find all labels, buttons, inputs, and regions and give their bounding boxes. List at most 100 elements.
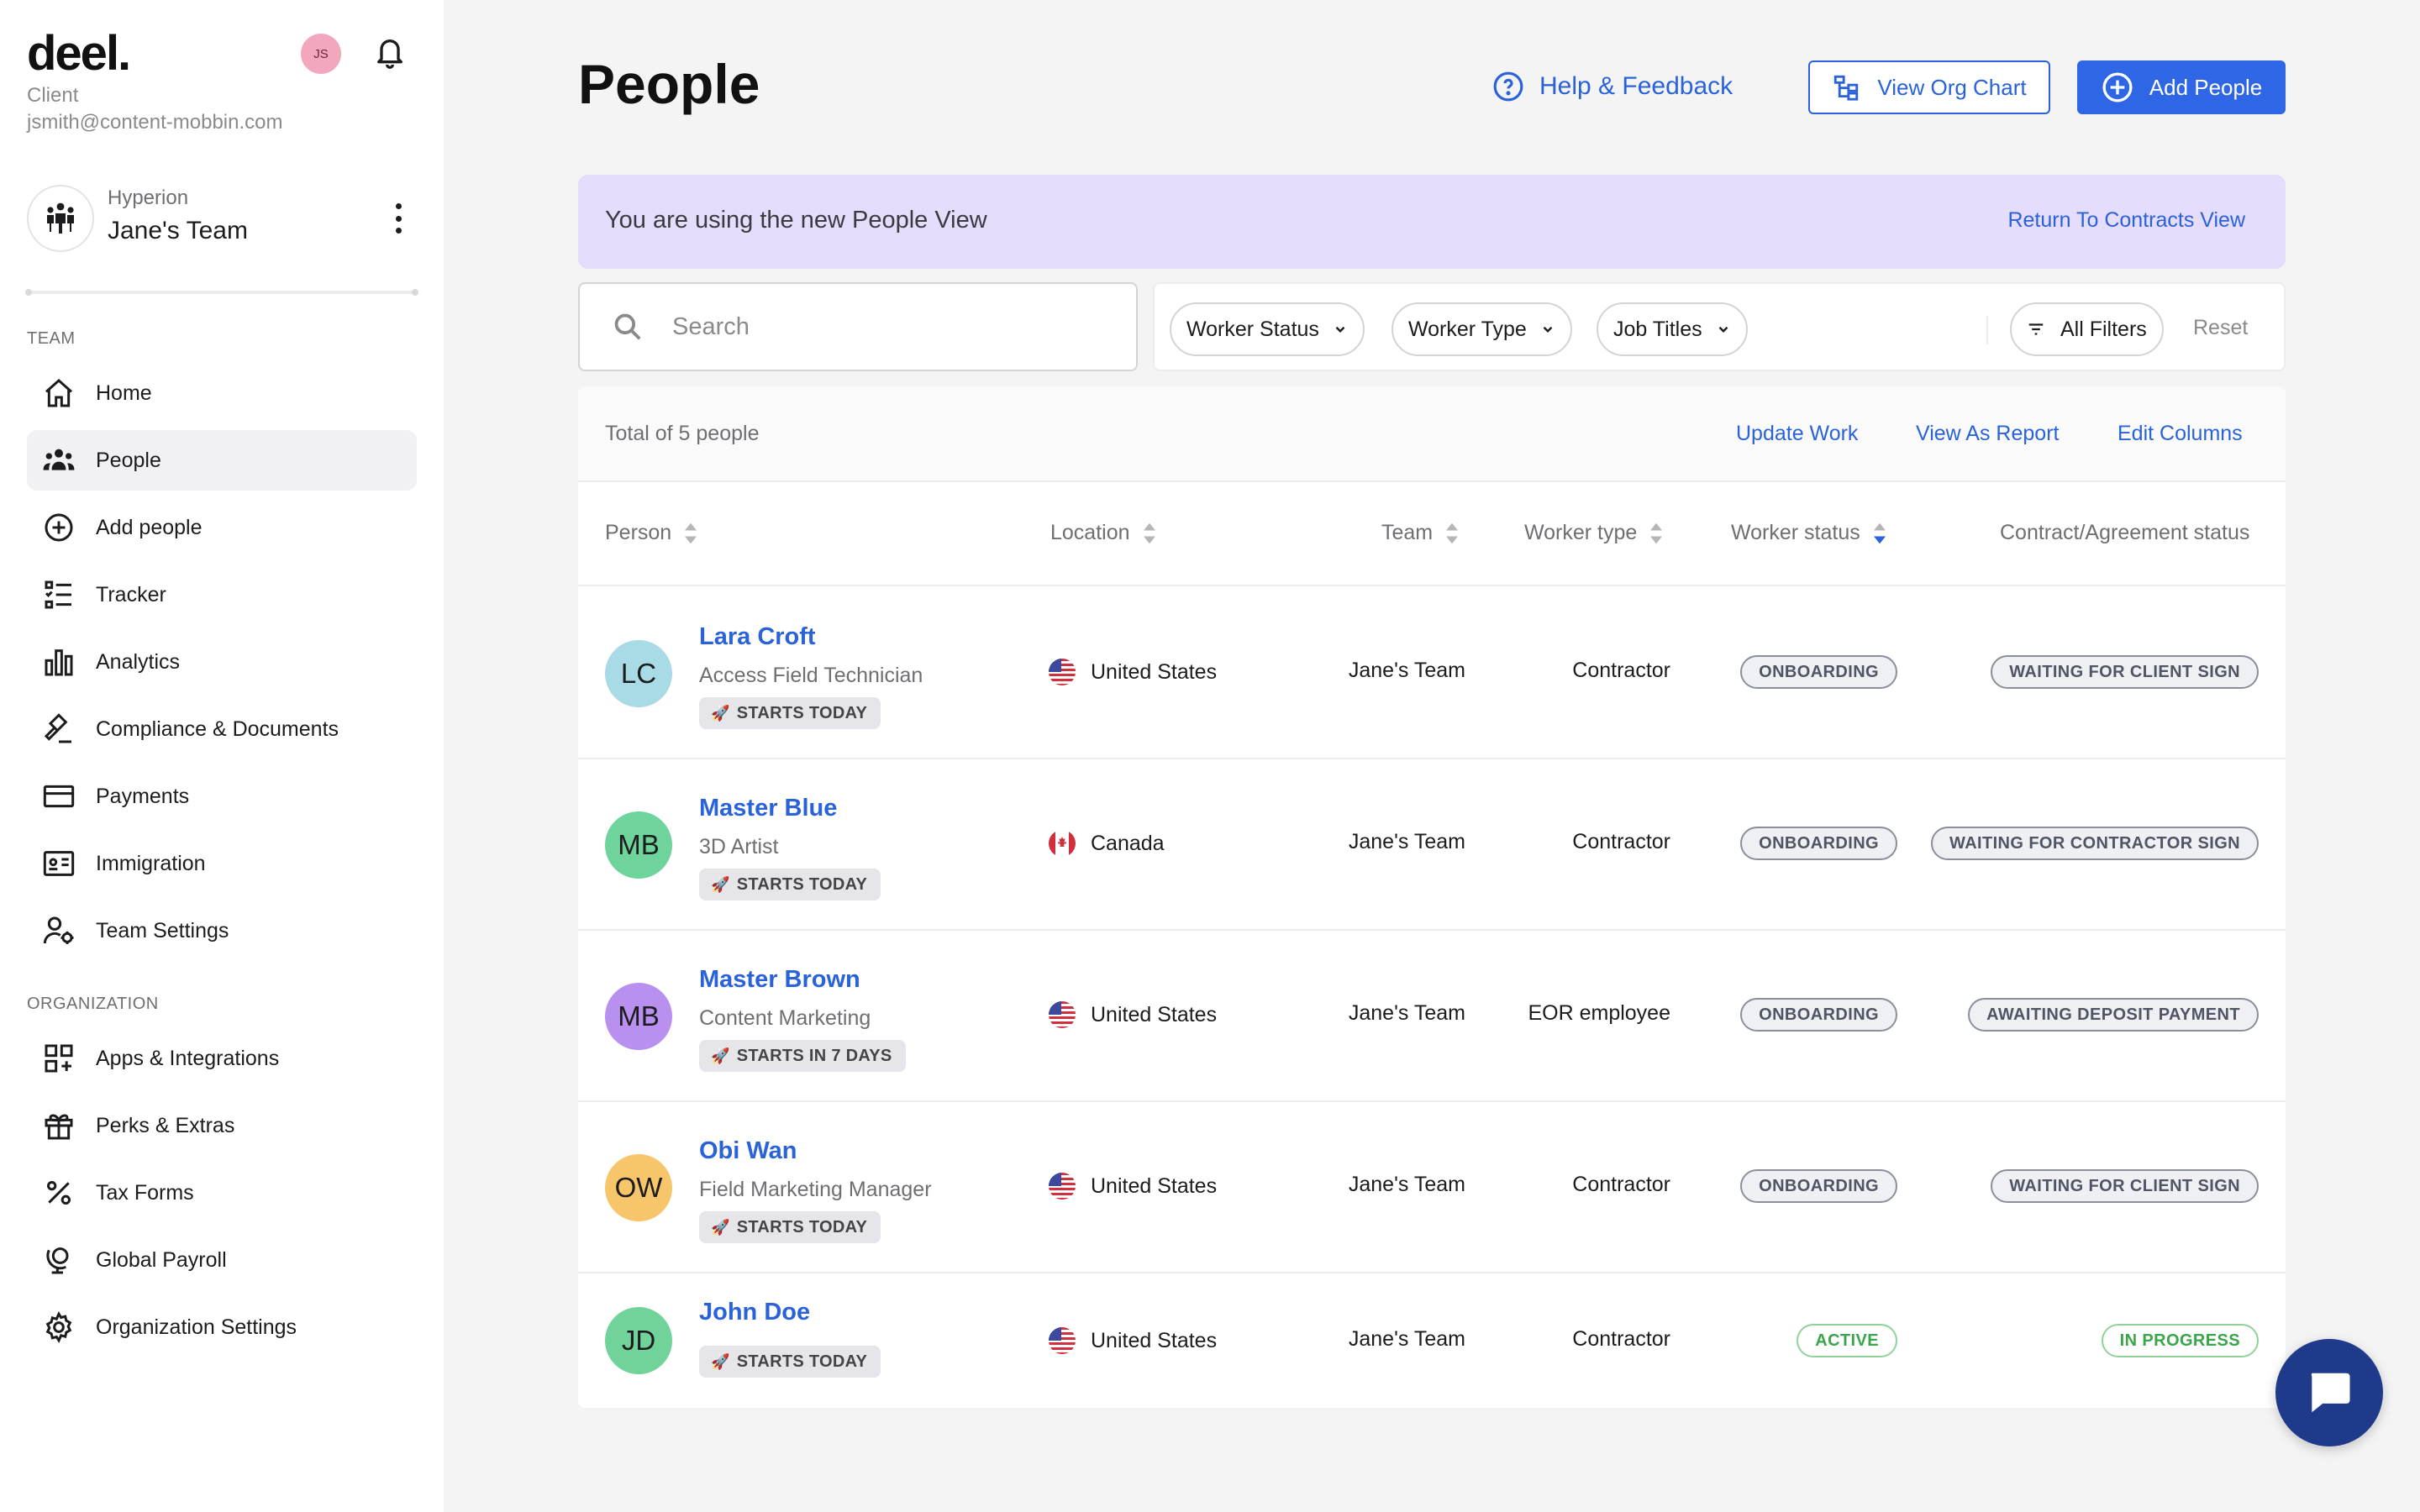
people-table: Total of 5 people Update Work View As Re… (578, 386, 2286, 1408)
kebab-menu-icon[interactable] (390, 203, 407, 234)
table-row[interactable]: OW Obi Wan Field Marketing Manager 🚀 STAR… (578, 1102, 2286, 1273)
rocket-icon: 🚀 (711, 1218, 730, 1236)
plus-circle-icon (2102, 72, 2133, 102)
add-people-label: Add People (2149, 74, 2263, 100)
bell-icon[interactable] (373, 34, 407, 71)
column-header-contract-status[interactable]: Contract/Agreement status (2000, 521, 2249, 545)
canada-flag-icon (1049, 830, 1076, 857)
view-as-report-link[interactable]: View As Report (1916, 422, 2060, 445)
contract-status-badge: WAITING FOR CONTRACTOR SIGN (1931, 827, 2259, 860)
org-switcher[interactable]: Hyperion Jane's Team (27, 185, 417, 252)
gift-icon (45, 1114, 73, 1140)
org-logo-icon (27, 185, 94, 252)
percent-icon (47, 1181, 71, 1205)
sidebar-item-compliance[interactable]: Compliance & Documents (27, 699, 417, 759)
page-title: People (578, 53, 760, 115)
sidebar-item-payments[interactable]: Payments (27, 766, 417, 827)
sidebar-item-label: Analytics (96, 649, 181, 674)
help-feedback-label: Help & Feedback (1539, 72, 1733, 100)
column-header-location[interactable]: Location (1050, 521, 1157, 545)
apps-grid-icon (45, 1044, 73, 1073)
worker-type-cell: Contractor (1572, 659, 1670, 682)
location-cell: United States (1049, 1001, 1217, 1028)
worker-type-cell: Contractor (1572, 1173, 1670, 1196)
table-row[interactable]: MB Master Brown Content Marketing 🚀 START… (578, 931, 2286, 1102)
rocket-icon: 🚀 (711, 1352, 730, 1370)
deel-logo[interactable]: deel. (27, 26, 131, 81)
person-job-title: Access Field Technician (699, 664, 923, 687)
user-avatar[interactable]: JS (301, 34, 341, 74)
chat-support-button[interactable] (2275, 1339, 2383, 1446)
person-name-link[interactable]: John Doe (699, 1299, 811, 1326)
worker-status-badge: ONBOARDING (1740, 827, 1897, 860)
column-header-team[interactable]: Team (1381, 521, 1460, 545)
all-filters-label: All Filters (2060, 317, 2147, 341)
job-titles-filter[interactable]: Job Titles (1597, 302, 1748, 356)
sidebar-item-label: Compliance & Documents (96, 717, 339, 741)
sidebar-item-apps[interactable]: Apps & Integrations (27, 1028, 417, 1089)
add-people-button[interactable]: Add People (2077, 60, 2286, 114)
column-header-label: Contract/Agreement status (2000, 521, 2250, 544)
location-label: United States (1091, 1173, 1218, 1198)
worker-status-badge: ONBOARDING (1740, 1169, 1897, 1203)
column-header-worker-type[interactable]: Worker type (1524, 521, 1664, 545)
sidebar-item-tax-forms[interactable]: Tax Forms (27, 1163, 417, 1223)
person-avatar: LC (605, 640, 672, 707)
sidebar-item-tracker[interactable]: Tracker (27, 564, 417, 625)
return-to-contracts-link[interactable]: Return To Contracts View (2007, 208, 2245, 232)
sidebar-item-label: Tracker (96, 582, 166, 606)
sidebar-item-perks[interactable]: Perks & Extras (27, 1095, 417, 1156)
sidebar-item-people[interactable]: People (27, 430, 417, 491)
start-date-badge: 🚀 STARTS IN 7 DAYS (699, 1040, 906, 1072)
all-filters-button[interactable]: All Filters (2010, 302, 2164, 356)
id-card-icon (43, 851, 75, 876)
update-work-link[interactable]: Update Work (1736, 422, 1859, 445)
sidebar-item-label: Add people (96, 515, 203, 539)
sidebar-item-label: Payments (96, 784, 190, 808)
sidebar-divider (25, 289, 418, 296)
view-org-chart-button[interactable]: View Org Chart (1808, 60, 2050, 114)
sidebar-item-analytics[interactable]: Analytics (27, 632, 417, 692)
start-date-badge: 🚀 STARTS TODAY (699, 697, 881, 729)
worker-type-filter[interactable]: Worker Type (1392, 302, 1572, 356)
start-date-badge: 🚀 STARTS TODAY (699, 1346, 881, 1378)
person-name-link[interactable]: Lara Croft (699, 623, 816, 650)
column-header-label: Person (605, 521, 672, 544)
sidebar-item-immigration[interactable]: Immigration (27, 833, 417, 894)
sidebar-item-home[interactable]: Home (27, 363, 417, 423)
person-name-link[interactable]: Master Blue (699, 795, 838, 822)
column-header-label: Team (1381, 521, 1434, 544)
filter-bar: Worker Status Worker Type Job Titles All… (1153, 282, 2286, 371)
column-header-person[interactable]: Person (605, 521, 698, 545)
help-feedback-link[interactable]: Help & Feedback (1492, 71, 1733, 102)
edit-columns-link[interactable]: Edit Columns (2118, 422, 2243, 445)
organization-section-label: ORGANIZATION (27, 995, 159, 1013)
search-box[interactable] (578, 282, 1138, 371)
table-summary-bar: Total of 5 people Update Work View As Re… (578, 386, 2286, 482)
column-header-worker-status[interactable]: Worker status (1731, 521, 1887, 545)
banner-text: You are using the new People View (605, 207, 987, 234)
home-icon (45, 378, 72, 407)
sidebar-item-global-payroll[interactable]: Global Payroll (27, 1230, 417, 1290)
sidebar-item-org-settings[interactable]: Organization Settings (27, 1297, 417, 1357)
search-input[interactable] (672, 312, 1092, 341)
worker-type-cell: Contractor (1572, 1327, 1670, 1351)
location-cell: United States (1049, 1173, 1217, 1200)
sidebar-item-team-settings[interactable]: Team Settings (27, 900, 417, 961)
gavel-icon (44, 713, 71, 743)
person-name-link[interactable]: Master Brown (699, 966, 860, 993)
table-row[interactable]: MB Master Blue 3D Artist 🚀 STARTS TODAY C… (578, 759, 2286, 931)
sidebar-item-add-people[interactable]: Add people (27, 497, 417, 558)
start-date-label: STARTS IN 7 DAYS (736, 1046, 892, 1065)
table-row[interactable]: JD John Doe 🚀 STARTS TODAY United States … (578, 1273, 2286, 1408)
worker-type-cell: Contractor (1572, 830, 1670, 853)
rocket-icon: 🚀 (711, 1047, 730, 1064)
worker-status-filter[interactable]: Worker Status (1170, 302, 1365, 356)
tracker-icon (45, 580, 71, 609)
org-chart-icon (1834, 75, 1859, 101)
sort-icon (1143, 522, 1155, 543)
reset-filters-button[interactable]: Reset (2193, 316, 2249, 339)
person-name-link[interactable]: Obi Wan (699, 1137, 797, 1164)
worker-status-badge: ONBOARDING (1740, 655, 1897, 689)
table-row[interactable]: LC Lara Croft Access Field Technician 🚀 S… (578, 588, 2286, 759)
